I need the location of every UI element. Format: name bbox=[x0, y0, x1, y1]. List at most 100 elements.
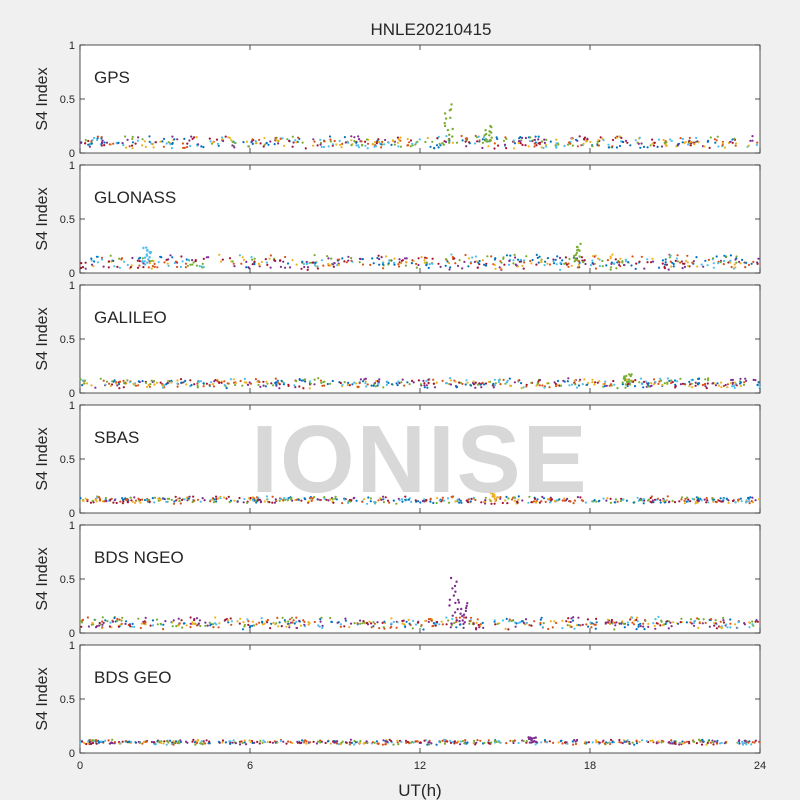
data-point bbox=[369, 497, 372, 500]
data-point bbox=[313, 496, 316, 499]
data-point bbox=[613, 383, 616, 386]
spike-point bbox=[461, 619, 464, 622]
data-point bbox=[148, 135, 151, 138]
data-point bbox=[157, 261, 160, 264]
data-point bbox=[192, 261, 195, 264]
data-point bbox=[538, 378, 542, 382]
data-point bbox=[497, 144, 500, 147]
data-point bbox=[319, 618, 322, 621]
data-point bbox=[286, 262, 290, 265]
data-point bbox=[258, 138, 261, 141]
data-point bbox=[504, 627, 507, 631]
data-point bbox=[366, 142, 370, 145]
spike-point bbox=[145, 246, 148, 249]
data-point bbox=[125, 498, 128, 501]
data-point bbox=[668, 379, 671, 382]
data-point bbox=[261, 623, 265, 626]
data-point bbox=[168, 380, 171, 383]
data-point bbox=[499, 496, 502, 499]
data-point bbox=[198, 265, 201, 268]
data-point bbox=[189, 379, 192, 382]
data-point bbox=[618, 738, 621, 742]
data-point bbox=[377, 254, 380, 257]
data-point bbox=[555, 145, 558, 148]
data-point bbox=[338, 139, 341, 142]
data-point bbox=[618, 263, 621, 267]
data-point bbox=[180, 498, 184, 502]
data-point bbox=[265, 261, 268, 264]
data-point bbox=[481, 146, 484, 150]
data-point bbox=[144, 145, 147, 148]
data-point bbox=[213, 498, 216, 501]
data-point bbox=[711, 382, 715, 385]
data-point bbox=[483, 383, 486, 386]
data-point bbox=[680, 498, 683, 501]
data-point bbox=[211, 623, 215, 626]
data-point bbox=[141, 257, 144, 260]
data-point bbox=[439, 144, 442, 147]
data-point bbox=[494, 500, 497, 503]
data-point bbox=[631, 741, 634, 744]
data-point bbox=[697, 497, 700, 501]
data-point bbox=[172, 502, 176, 505]
data-point bbox=[621, 140, 624, 143]
data-point bbox=[525, 385, 528, 388]
spike-point bbox=[457, 601, 461, 604]
data-point bbox=[240, 262, 243, 265]
data-point bbox=[637, 625, 640, 628]
data-point bbox=[287, 740, 290, 743]
data-point bbox=[258, 380, 261, 384]
data-point bbox=[165, 743, 168, 746]
data-point bbox=[681, 137, 685, 141]
data-point bbox=[513, 739, 516, 742]
data-point bbox=[694, 619, 697, 623]
data-point bbox=[390, 625, 393, 628]
data-point bbox=[611, 138, 615, 142]
spike-point bbox=[453, 611, 457, 614]
data-point bbox=[83, 379, 87, 382]
data-point bbox=[664, 263, 667, 266]
data-point bbox=[649, 496, 652, 500]
data-point bbox=[528, 624, 531, 627]
data-point bbox=[380, 143, 383, 146]
data-point bbox=[248, 739, 251, 742]
data-point bbox=[396, 621, 399, 624]
data-point bbox=[638, 740, 641, 744]
data-point bbox=[739, 377, 742, 380]
data-point bbox=[576, 738, 579, 742]
data-point bbox=[105, 141, 109, 144]
data-point bbox=[136, 139, 139, 142]
data-point bbox=[502, 378, 505, 381]
data-point bbox=[364, 382, 367, 385]
data-point bbox=[734, 266, 737, 269]
data-point bbox=[454, 380, 457, 383]
data-point bbox=[199, 624, 202, 628]
data-point bbox=[331, 143, 335, 146]
data-point bbox=[757, 257, 760, 260]
data-point bbox=[634, 139, 637, 142]
data-point bbox=[255, 623, 258, 626]
data-point bbox=[388, 259, 392, 262]
data-point bbox=[610, 618, 614, 622]
data-point bbox=[386, 380, 389, 383]
data-point bbox=[579, 378, 582, 381]
data-point bbox=[359, 378, 362, 381]
data-point bbox=[429, 498, 432, 501]
data-point bbox=[516, 258, 520, 261]
data-point bbox=[306, 262, 309, 265]
data-point bbox=[515, 622, 518, 625]
x-tick-label: 18 bbox=[584, 760, 596, 772]
data-point bbox=[618, 261, 621, 264]
data-point bbox=[493, 384, 496, 387]
data-point bbox=[609, 268, 612, 271]
data-point bbox=[651, 739, 654, 742]
data-point bbox=[208, 742, 211, 745]
spike-point bbox=[534, 736, 537, 739]
data-point bbox=[652, 501, 655, 504]
data-point bbox=[426, 743, 429, 746]
data-point bbox=[685, 740, 689, 743]
y-tick-label: 0.5 bbox=[60, 454, 75, 466]
data-point bbox=[411, 627, 414, 630]
data-point bbox=[115, 381, 118, 384]
